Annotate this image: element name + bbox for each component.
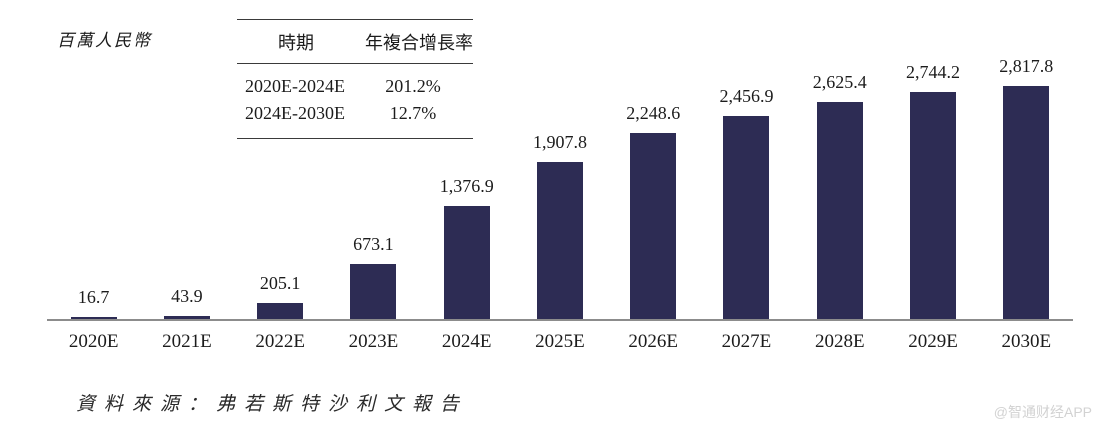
bar: [70, 317, 117, 320]
x-tick-label: 2023E: [348, 331, 399, 352]
cagr-row-period: 2020E-2024E: [245, 76, 345, 96]
bar-column-2029E: 2,744.2 2029E: [886, 20, 979, 360]
x-tick-label: 2030E: [1001, 331, 1052, 352]
x-tick-label: 2020E: [68, 331, 119, 352]
bar-column-2023E: 673.1 2023E: [327, 20, 420, 360]
cagr-table-header-period: 時期: [278, 32, 314, 53]
bar-column-2028E: 2,625.4 2028E: [793, 20, 886, 360]
source-note: 資料來源：弗若斯特沙利文報告: [76, 394, 469, 415]
bar-column-2020E: 16.7 2020E: [47, 20, 140, 360]
x-tick-label: 2022E: [255, 331, 305, 352]
bar: [1003, 86, 1050, 320]
bar-column-2024E: 1,376.9 2024E: [420, 20, 513, 360]
x-axis-line: [47, 319, 1073, 321]
bar-value-label: 2,817.8: [999, 56, 1054, 76]
bar-column-2030E: 2,817.8 2030E: [980, 20, 1073, 360]
cagr-table-header: 時期 年複合增長率: [237, 20, 473, 64]
bar: [443, 206, 490, 320]
x-tick-label: 2026E: [628, 331, 679, 352]
bar: [350, 264, 397, 320]
cagr-table-header-cagr: 年複合增長率: [365, 32, 473, 53]
x-tick-label: 2029E: [908, 331, 958, 352]
table-row: 2020E-2024E 201.2%: [237, 73, 473, 100]
bar-value-label: 1,907.8: [532, 132, 587, 152]
x-tick-label: 2021E: [162, 331, 212, 352]
bar-value-label: 1,376.9: [439, 176, 494, 196]
bar: [816, 102, 863, 320]
bar: [163, 316, 210, 320]
bar-chart-plot-area: 16.7 2020E 43.9 2021E 205.1 2022E 673.1 2023E 1,…: [47, 20, 1073, 360]
bar-column-2021E: 43.9 2021E: [140, 20, 233, 360]
bar: [630, 133, 677, 320]
x-tick-label: 2024E: [441, 331, 492, 352]
watermark: @智通财经APP: [993, 404, 1092, 420]
x-tick-label: 2027E: [721, 331, 772, 352]
bar-value-label: 2,625.4: [812, 72, 867, 92]
bar-value-label: 673.1: [353, 234, 394, 254]
y-axis-unit-label: 百萬人民幣: [57, 31, 152, 50]
table-row: 2024E-2030E 12.7%: [237, 100, 473, 127]
bar-value-label: 2,744.2: [906, 62, 961, 82]
bar-column-2026E: 2,248.6 2026E: [607, 20, 700, 360]
cagr-row-period: 2024E-2030E: [245, 103, 345, 123]
x-tick-label: 2025E: [535, 331, 585, 352]
bar: [257, 303, 304, 320]
bar-value-label: 2,456.9: [719, 86, 774, 106]
cagr-row-value: 201.2%: [385, 76, 441, 96]
bar: [910, 92, 957, 320]
bar: [536, 162, 583, 320]
bar-value-label: 2,248.6: [626, 103, 681, 123]
bar-value-label: 16.7: [77, 287, 110, 307]
bar-column-2027E: 2,456.9 2027E: [700, 20, 793, 360]
cagr-row-value: 12.7%: [389, 103, 437, 123]
bar-value-label: 43.9: [171, 286, 203, 306]
cagr-table: 時期 年複合增長率 2020E-2024E 201.2% 2024E-2030E…: [237, 19, 473, 139]
bar-value-label: 205.1: [259, 273, 301, 293]
cagr-table-body: 2020E-2024E 201.2% 2024E-2030E 12.7%: [237, 64, 473, 138]
bar-column-2022E: 205.1 2022E: [234, 20, 327, 360]
bar-column-2025E: 1,907.8 2025E: [513, 20, 606, 360]
x-tick-label: 2028E: [814, 331, 865, 352]
bar: [723, 116, 770, 320]
